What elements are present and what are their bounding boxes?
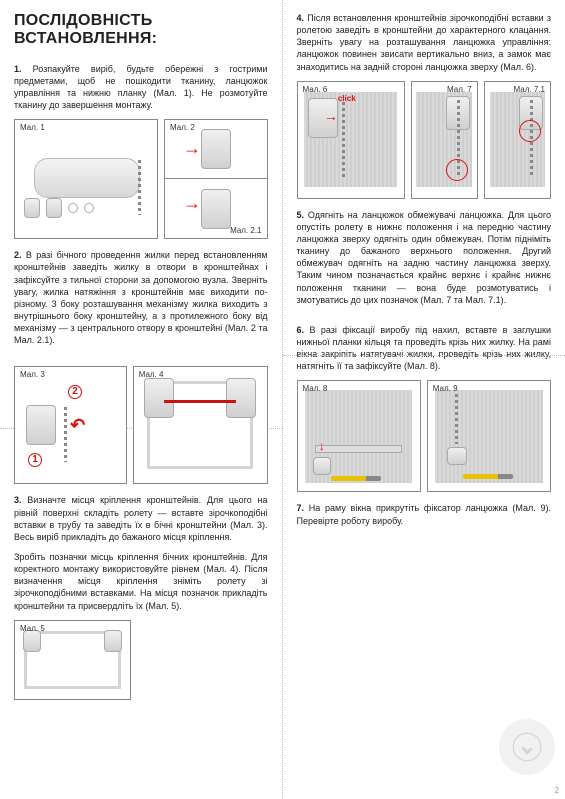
step1-text: 1. Розпакуйте виріб, будьте обережні з г… <box>14 63 268 112</box>
figure-4: Мал. 4 <box>133 366 268 484</box>
right-column: 4. Після встановлення кронштейнів зірочк… <box>283 0 565 799</box>
figure-1: Мал. 1 <box>14 119 158 239</box>
arrow-red-icon: → <box>324 108 338 124</box>
step7-num: 7. <box>297 503 305 513</box>
figure-7-label: Мал. 7 <box>447 85 472 94</box>
arrow-red-icon: ↶ <box>70 415 85 436</box>
figure-6-label: Мал. 6 <box>303 85 328 94</box>
fig4-illustration <box>147 381 253 469</box>
fig7-illustration <box>416 92 471 187</box>
click-label: click <box>338 94 356 103</box>
step3a-body: Визначте місця кріплення кронштейнів. Дл… <box>14 495 268 541</box>
step4-text: 4. Після встановлення кронштейнів зірочк… <box>297 12 552 73</box>
figure-2-label: Мал. 2 <box>170 123 195 132</box>
step5-body: Одягніть на ланцюжок обмежувачі ланцюжка… <box>297 210 552 305</box>
step7-text: 7. На раму вікна прикрутіть фіксатор лан… <box>297 502 552 526</box>
step6-text: 6. В разі фіксації виробу під нахил, вст… <box>297 324 552 373</box>
step3-num: 3. <box>14 495 22 505</box>
figure-2-1-label: Мал. 2.1 <box>230 226 261 235</box>
step5-num: 5. <box>297 210 305 220</box>
arrow-red-icon: ↓ <box>319 439 325 453</box>
figure-3: Мал. 3 1 2 ↶ <box>14 366 127 484</box>
figure-2-21-stack: Мал. 2 → Мал. 2.1 → <box>164 119 267 239</box>
figure-5: Мал. 5 <box>14 620 131 700</box>
figure-row-3-4: Мал. 3 1 2 ↶ Мал. 4 <box>14 366 268 484</box>
figure-7: Мал. 7 <box>411 81 478 199</box>
page-title: ПОСЛІДОВНІСТЬ ВСТАНОВЛЕННЯ: <box>14 12 268 49</box>
figure-2-1: Мал. 2.1 → <box>165 179 266 238</box>
step2-text: 2. В разі бічного проведення жилки перед… <box>14 249 268 346</box>
badge-1: 1 <box>28 453 42 467</box>
left-column: ПОСЛІДОВНІСТЬ ВСТАНОВЛЕННЯ: 1. Розпакуйт… <box>0 0 283 799</box>
fig1-illustration <box>24 138 149 221</box>
figure-7-1: Мал. 7.1 <box>484 81 551 199</box>
step4-num: 4. <box>297 13 305 23</box>
step2-body: В разі бічного проведення жилки перед вс… <box>14 250 268 345</box>
right-divider <box>283 355 565 356</box>
figure-7-1-label: Мал. 7.1 <box>514 85 545 94</box>
figure-5-label: Мал. 5 <box>20 624 45 633</box>
step3b-text: Зробіть позначки місць кріплення бічних … <box>14 551 268 612</box>
step4-body: Після встановлення кронштейнів зірочкопо… <box>297 13 552 72</box>
level-line <box>164 400 236 403</box>
fig3-illustration: 1 2 ↶ <box>26 385 115 466</box>
figure-2: Мал. 2 → <box>165 120 266 179</box>
figure-9: Мал. 9 <box>427 380 551 492</box>
fig6-illustration: click → <box>304 92 397 187</box>
step1-num: 1. <box>14 64 22 74</box>
figure-row-5: Мал. 5 <box>14 620 268 700</box>
watermark-icon <box>499 719 555 775</box>
arrow-red-icon: → <box>183 193 201 214</box>
fig8-illustration: ↓ <box>305 390 413 482</box>
fig9-illustration <box>435 390 543 482</box>
step1-body: Розпакуйте виріб, будьте обережні з гост… <box>14 64 268 110</box>
step7-body: На раму вікна прикрутіть фіксатор ланцюж… <box>297 503 552 525</box>
figure-1-label: Мал. 1 <box>20 123 45 132</box>
fig71-illustration <box>490 92 545 187</box>
page-number: 2 <box>555 786 559 795</box>
badge-2: 2 <box>68 385 82 399</box>
step6-num: 6. <box>297 325 305 335</box>
step6-body: В разі фіксації виробу під нахил, вставт… <box>297 325 552 371</box>
figure-row-8-9: Мал. 8 ↓ Мал. 9 <box>297 380 552 492</box>
step2-num: 2. <box>14 250 22 260</box>
instruction-page: ПОСЛІДОВНІСТЬ ВСТАНОВЛЕННЯ: 1. Розпакуйт… <box>0 0 565 799</box>
figure-row-6-7: Мал. 6 click → Мал. 7 Мал. 7.1 <box>297 81 552 199</box>
figure-4-label: Мал. 4 <box>139 370 164 379</box>
figure-8: Мал. 8 ↓ <box>297 380 421 492</box>
step3a-text: 3. Визначте місця кріплення кронштейнів.… <box>14 494 268 543</box>
figure-8-label: Мал. 8 <box>303 384 328 393</box>
figure-row-1-2: Мал. 1 Мал. 2 → <box>14 119 268 239</box>
figure-3-label: Мал. 3 <box>20 370 45 379</box>
figure-9-label: Мал. 9 <box>433 384 458 393</box>
step5-text: 5. Одягніть на ланцюжок обмежувачі ланцю… <box>297 209 552 306</box>
fig5-illustration <box>24 631 121 689</box>
figure-6: Мал. 6 click → <box>297 81 405 199</box>
arrow-red-icon: → <box>183 138 201 159</box>
